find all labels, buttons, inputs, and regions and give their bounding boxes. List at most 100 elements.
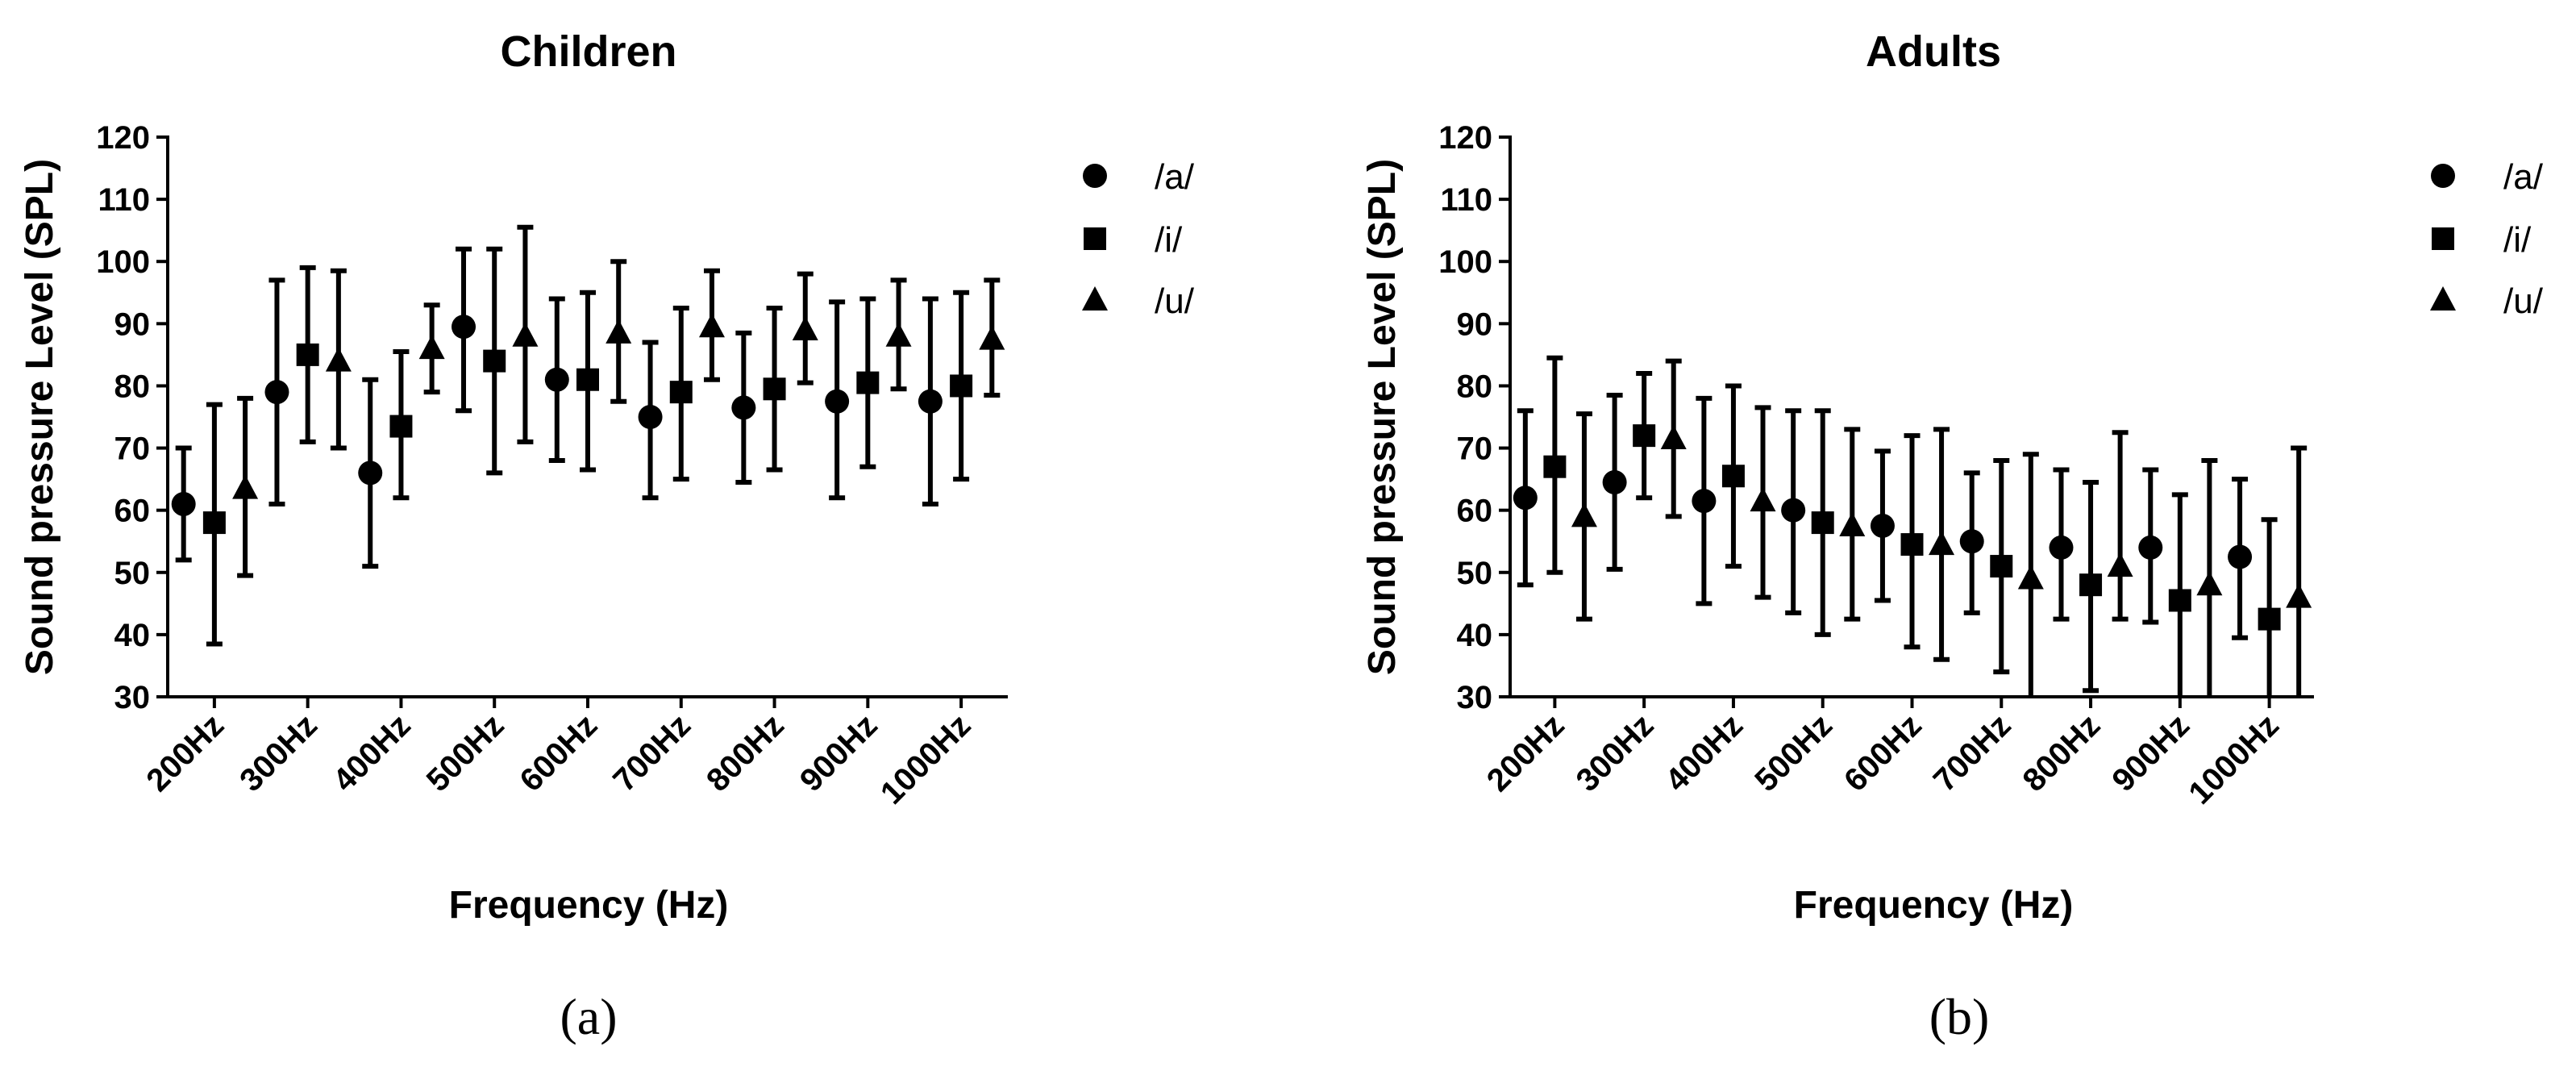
legend-label: /u/ <box>2503 281 2544 321</box>
y-tick-label: 70 <box>114 431 151 467</box>
data-point <box>2196 571 2223 596</box>
y-tick-label: 100 <box>1438 244 1492 280</box>
data-point <box>950 374 973 398</box>
y-tick-label: 50 <box>1457 556 1493 591</box>
x-tick-label: 600Hz <box>1837 707 1929 798</box>
data-point <box>1602 469 1627 494</box>
panel-label: (b) <box>1929 988 1990 1045</box>
legend-label: /i/ <box>2503 220 2532 260</box>
x-tick-label: 200Hz <box>139 707 231 798</box>
data-point <box>1811 511 1834 535</box>
data-point <box>544 367 569 392</box>
x-tick-label: 300Hz <box>233 707 324 798</box>
data-point <box>483 349 506 373</box>
data-point <box>296 343 319 366</box>
data-point <box>1571 502 1597 527</box>
data-point <box>979 325 1005 350</box>
data-point <box>698 313 725 338</box>
data-point <box>1839 511 1866 536</box>
data-point <box>606 319 632 344</box>
data-point <box>2168 589 2191 612</box>
data-point <box>1900 533 1924 556</box>
data-point <box>792 316 818 341</box>
x-tick-label: 800Hz <box>2016 707 2108 798</box>
data-point <box>2228 544 2253 569</box>
data-point <box>325 347 352 372</box>
x-tick-label: 400Hz <box>1658 707 1750 798</box>
x-tick-label: 200Hz <box>1480 707 1571 798</box>
y-tick-label: 120 <box>1438 120 1492 156</box>
legend-marker <box>1084 227 1106 250</box>
data-point <box>2107 552 2133 577</box>
data-point <box>2258 607 2281 631</box>
x-tick-label: 300Hz <box>1570 707 1661 798</box>
legend-label: /a/ <box>2503 157 2544 197</box>
x-tick-label: 700Hz <box>1927 707 2018 798</box>
x-tick-label: 400Hz <box>327 707 418 798</box>
legend-marker <box>2432 227 2454 250</box>
y-tick-label: 40 <box>114 618 151 653</box>
x-axis-label: Frequency (Hz) <box>449 884 729 927</box>
data-point <box>856 371 880 394</box>
y-tick-label: 60 <box>1457 494 1493 529</box>
chart-title: Adults <box>1866 27 2001 76</box>
data-point <box>2017 565 2044 590</box>
data-point <box>1721 465 1745 488</box>
data-point <box>202 511 226 535</box>
x-tick-label: 600Hz <box>513 707 604 798</box>
x-tick-label: 500Hz <box>420 707 511 798</box>
y-tick-label: 40 <box>1457 618 1493 653</box>
data-point <box>1959 529 1984 554</box>
data-point <box>1781 498 1806 523</box>
data-point <box>885 322 912 347</box>
data-point <box>452 315 476 340</box>
data-point <box>358 461 383 486</box>
data-point <box>232 474 259 499</box>
data-point <box>2049 535 2074 560</box>
legend-label: /i/ <box>1155 220 1183 260</box>
data-point <box>2286 583 2312 608</box>
y-tick-label: 60 <box>114 494 151 529</box>
data-point <box>171 491 196 516</box>
y-tick-label: 30 <box>114 680 151 715</box>
data-point <box>1692 489 1717 514</box>
legend-label: /a/ <box>1155 157 1195 197</box>
x-tick-label: 800Hz <box>700 707 791 798</box>
y-axis-label: Sound pressure Level (SPL) <box>19 159 61 675</box>
x-tick-label: 500Hz <box>1748 707 1839 798</box>
y-tick-label: 80 <box>114 369 151 404</box>
data-point <box>1543 455 1567 478</box>
data-point <box>638 405 663 429</box>
data-point <box>1660 424 1687 449</box>
y-tick-label: 110 <box>98 182 150 218</box>
y-tick-label: 80 <box>1457 369 1493 404</box>
data-point <box>1750 487 1776 512</box>
data-point <box>669 381 693 404</box>
data-point <box>1870 513 1895 538</box>
data-point <box>1633 424 1656 448</box>
x-tick-label: 1000Hz <box>874 707 978 811</box>
y-tick-label: 120 <box>96 120 150 156</box>
data-point <box>264 380 289 405</box>
y-tick-label: 110 <box>1440 182 1492 218</box>
data-point <box>1513 486 1538 511</box>
data-point <box>731 395 756 420</box>
y-axis-label: Sound pressure Level (SPL) <box>1361 159 1404 675</box>
legend-marker <box>1083 164 1107 188</box>
x-tick-label: 900Hz <box>793 707 884 798</box>
chart-panel-children: Children 30 40 50 60 70 80 90 100 110 120 200Hz 300H… <box>19 27 1195 1045</box>
data-point <box>512 322 539 347</box>
x-axis-label: Frequency (Hz) <box>1794 884 2074 927</box>
legend-marker <box>1082 286 1108 311</box>
panel-label: (a) <box>560 988 617 1045</box>
y-tick-label: 50 <box>114 556 151 591</box>
data-point <box>918 389 943 414</box>
y-tick-label: 100 <box>96 244 150 280</box>
legend-marker <box>2431 164 2455 188</box>
legend-marker <box>2430 286 2456 311</box>
x-tick-label: 1000Hz <box>2182 707 2286 811</box>
x-tick-label: 700Hz <box>606 707 697 798</box>
legend-label: /u/ <box>1155 281 1195 321</box>
data-point <box>1929 531 1955 556</box>
